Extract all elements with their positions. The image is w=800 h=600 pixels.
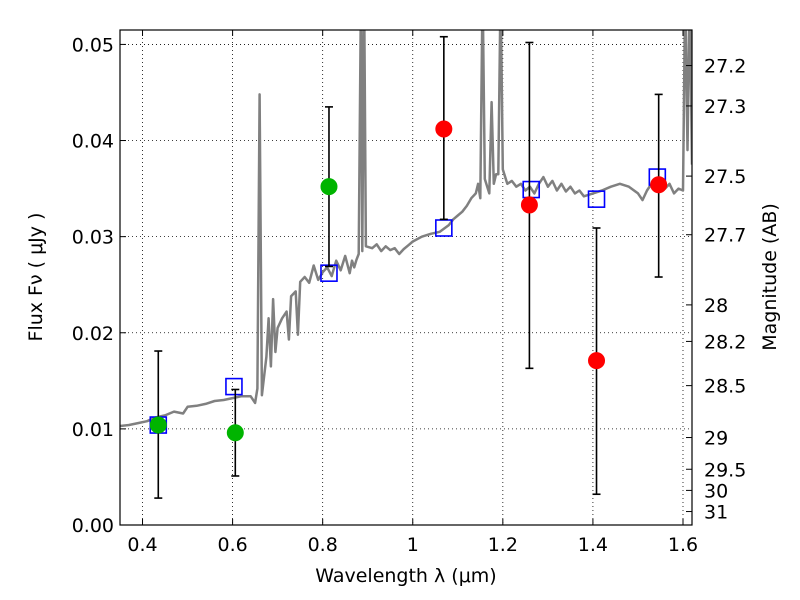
model-photometry-square [225,377,243,396]
model-photometry-square [587,190,606,208]
x-axis-label: Wavelength λ (μm) [315,565,496,587]
upper-limit-point [650,176,668,194]
mag-tick-label: 28 [704,295,728,317]
y-axis-label: Flux Fν ( μJy ) [25,213,47,342]
spectrum-line [120,30,692,428]
x-tick-label: 1.4 [578,534,608,556]
mag-tick-label: 27.3 [704,96,746,118]
mag-tick-label: 29 [704,428,728,450]
mag-tick-label: 28.2 [704,331,746,353]
y-tick-label: 0.04 [72,131,114,153]
upper-limit-point [520,196,538,214]
detection-point [226,424,244,442]
x-tick-label: 0.8 [308,534,338,556]
plot-frame [119,29,693,526]
upper-limit-point [435,120,453,138]
x-tick-label: 1 [407,534,419,556]
mag-tick-label: 28.5 [704,376,746,398]
mag-tick-label: 27.5 [704,166,746,188]
x-tick-label: 1.6 [668,534,698,556]
y2-axis-label: Magnitude (AB) [759,203,781,351]
mag-tick-label: 29.5 [704,459,746,481]
x-tick-label: 0.4 [127,534,157,556]
x-tick-label: 0.6 [217,534,247,556]
y-tick-label: 0.01 [72,419,114,441]
ticks: 0.4 0.6 0.8 1 1.2 1.4 1.6 0.00 0.01 0.02 0.03 0.04 0… [72,30,746,556]
x-tick-label: 1.2 [488,534,518,556]
y-tick-label: 0.02 [72,323,114,345]
series-layer [120,30,692,499]
y-tick-label: 0.03 [72,227,114,249]
mag-tick-label: 31 [704,502,728,524]
detection-point [320,178,338,196]
mag-tick-label: 27.7 [704,225,746,247]
mag-tick-label: 30 [704,480,728,502]
y-tick-label: 0.00 [72,515,114,537]
mag-tick-label: 27.2 [704,56,746,78]
y-tick-label: 0.05 [72,34,114,56]
upper-limit-point [588,352,606,370]
detection-point [149,416,167,434]
